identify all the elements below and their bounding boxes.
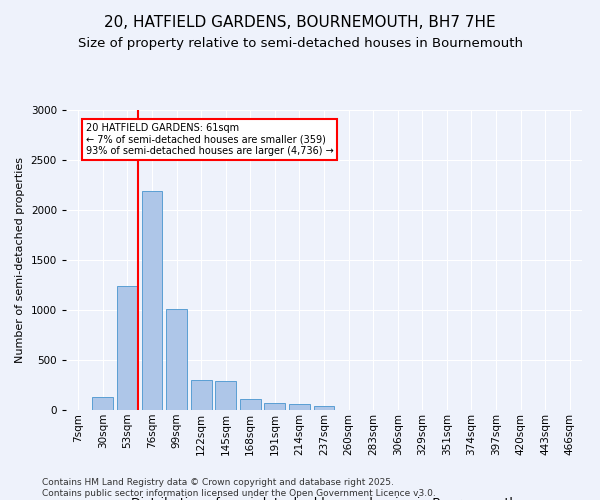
Bar [92,397,113,410]
Bar [142,191,163,410]
Bar [215,380,236,410]
Bar [117,286,138,410]
X-axis label: Distribution of semi-detached houses by size in Bournemouth: Distribution of semi-detached houses by … [131,496,517,500]
Bar [289,404,310,410]
Bar [265,402,286,410]
Bar [191,380,212,410]
Bar [314,406,334,410]
Text: 20 HATFIELD GARDENS: 61sqm
← 7% of semi-detached houses are smaller (359)
93% of: 20 HATFIELD GARDENS: 61sqm ← 7% of semi-… [86,123,334,156]
Bar [166,309,187,410]
Text: 20, HATFIELD GARDENS, BOURNEMOUTH, BH7 7HE: 20, HATFIELD GARDENS, BOURNEMOUTH, BH7 7… [104,15,496,30]
Text: Contains HM Land Registry data © Crown copyright and database right 2025.
Contai: Contains HM Land Registry data © Crown c… [42,478,436,498]
Bar [240,399,261,410]
Y-axis label: Number of semi-detached properties: Number of semi-detached properties [15,157,25,363]
Text: Size of property relative to semi-detached houses in Bournemouth: Size of property relative to semi-detach… [77,38,523,51]
